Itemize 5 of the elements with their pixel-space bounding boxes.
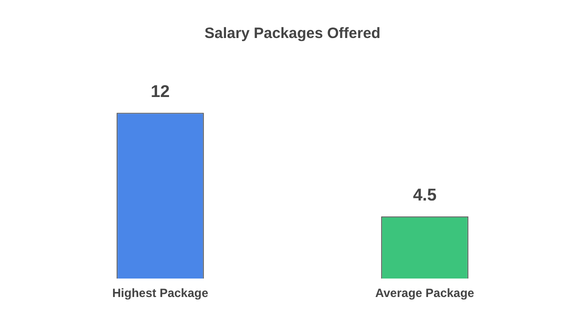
x-tick-label: Average Package [375,286,475,300]
data-label: 4.5 [412,186,437,205]
data-label: 12 [150,82,170,101]
chart-title: Salary Packages Offered [204,25,380,42]
x-tick-label: Highest Package [112,286,209,300]
